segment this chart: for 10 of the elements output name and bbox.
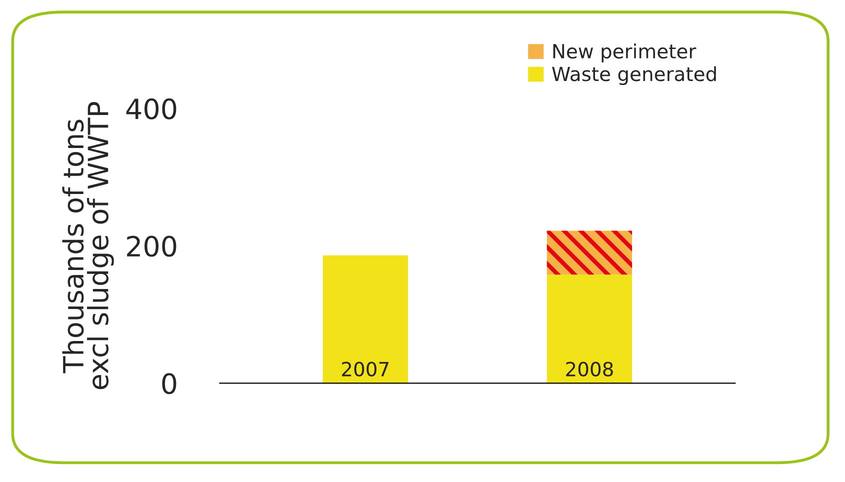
- y-tick-label: 0: [162, 373, 176, 394]
- bar: [546, 274, 632, 384]
- x-tick-label: 2007: [342, 362, 388, 376]
- legend-label: Waste generated: [552, 66, 716, 86]
- y-tick-label: 200: [127, 236, 176, 257]
- x-tick-label: 2008: [566, 362, 613, 376]
- legend-label: New perimeter: [553, 44, 696, 62]
- bar: [322, 255, 408, 384]
- y-tick-label: 400: [126, 98, 176, 120]
- y-axis-title: Thousands of tons excl sludge of WWTP: [62, 102, 114, 390]
